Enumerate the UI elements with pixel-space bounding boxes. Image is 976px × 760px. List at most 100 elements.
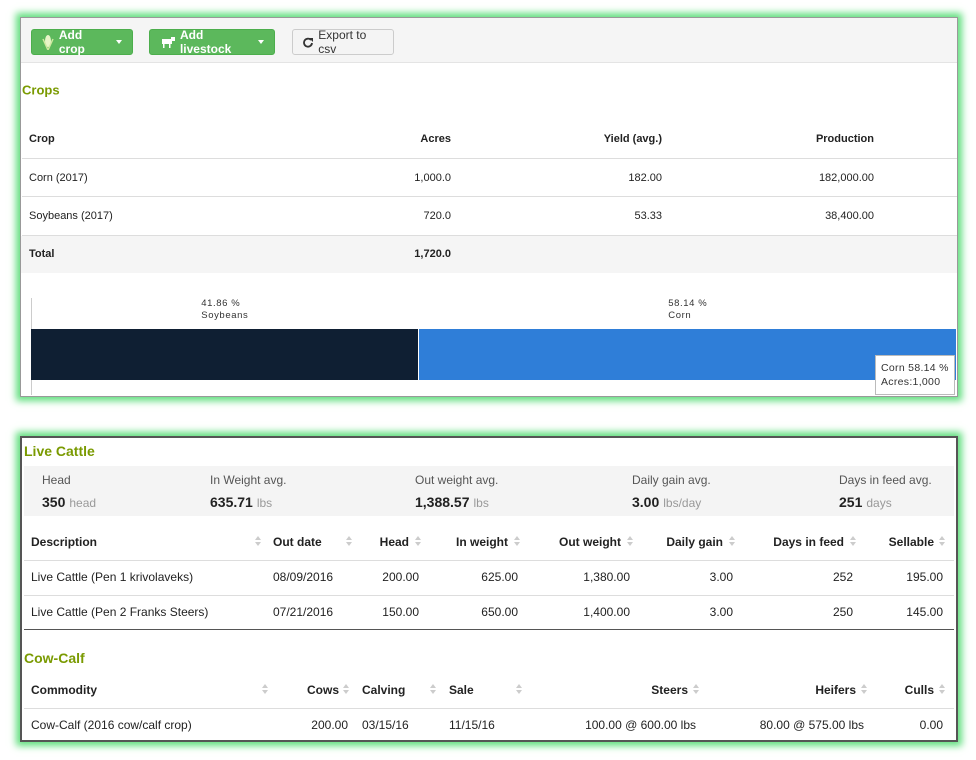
summary-unit: lbs/day xyxy=(663,496,702,510)
table-cell: 182.00 xyxy=(628,172,662,184)
table-cell: 1,000.0 xyxy=(414,172,451,184)
sort-icon xyxy=(415,536,421,548)
table-cell: 200.00 xyxy=(382,570,419,584)
sort-icon xyxy=(346,536,352,548)
column-header: In weight xyxy=(456,535,508,549)
summary-label: Out weight avg. xyxy=(415,473,499,487)
sort-icon xyxy=(729,536,735,548)
segment-name: Corn xyxy=(668,310,692,321)
summary-value: 251 days xyxy=(839,494,892,510)
table-cell: 80.00 @ 575.00 lbs xyxy=(759,718,864,732)
table-cell: 182,000.00 xyxy=(818,172,874,184)
segment-name: Soybeans xyxy=(201,310,249,321)
section-title: Live Cattle xyxy=(24,443,95,459)
corn-icon xyxy=(42,35,54,50)
row-divider xyxy=(22,196,957,197)
column-header: Out date xyxy=(273,535,322,549)
table-cell: 07/21/2016 xyxy=(273,605,334,619)
button-label: Add livestock xyxy=(179,28,232,56)
column-header: Sellable xyxy=(888,535,934,549)
table-cell: 720.0 xyxy=(423,210,451,222)
table-cell: 195.00 xyxy=(906,570,943,584)
summary-label: Days in feed avg. xyxy=(839,473,932,487)
cow-icon xyxy=(162,37,175,48)
sort-icon xyxy=(516,684,522,696)
section-title: Crops xyxy=(22,82,60,98)
tooltip-title: Corn 58.14 % xyxy=(881,362,949,374)
row-divider xyxy=(24,595,954,596)
column-header: Out weight xyxy=(559,535,621,549)
table-cell: 08/09/2016 xyxy=(273,570,334,584)
summary-label: Daily gain avg. xyxy=(632,473,711,487)
total-cell: Total xyxy=(29,248,55,260)
column-header: Crop xyxy=(29,133,55,145)
table-cell: 3.00 xyxy=(709,570,733,584)
bar-segment xyxy=(31,329,419,380)
table-cell: 100.00 @ 600.00 lbs xyxy=(585,718,696,732)
sort-icon xyxy=(514,536,520,548)
segment-label: 58.14 % Corn xyxy=(668,298,707,322)
summary-unit: lbs xyxy=(473,496,489,510)
summary-number: 251 xyxy=(839,494,863,510)
summary-unit: lbs xyxy=(256,496,273,510)
column-header: Description xyxy=(31,535,98,549)
summary-band xyxy=(24,466,954,516)
sort-icon xyxy=(939,684,945,696)
row-divider xyxy=(24,560,954,561)
summary-value: 350 head xyxy=(42,494,96,510)
table-cell: 650.00 xyxy=(481,605,518,619)
add-crop-button[interactable]: Add crop xyxy=(31,28,133,56)
segment-percent: 41.86 % xyxy=(201,298,241,309)
sort-icon xyxy=(693,684,699,696)
column-header: Daily gain xyxy=(666,535,723,549)
summary-label: In Weight avg. xyxy=(210,473,287,487)
column-header: Sale xyxy=(449,683,474,697)
total-row-bg xyxy=(21,236,957,273)
table-cell: 03/15/16 xyxy=(362,718,409,732)
segment-label: 41.86 % Soybeans xyxy=(201,298,248,322)
table-cell: 0.00 xyxy=(919,718,943,732)
export-icon xyxy=(303,37,313,48)
sort-icon xyxy=(939,536,945,548)
row-divider xyxy=(22,235,957,236)
sort-icon xyxy=(255,536,261,548)
row-divider xyxy=(24,708,954,709)
column-header: Head xyxy=(379,535,409,549)
export-button[interactable]: Export to csv xyxy=(292,28,394,56)
summary-unit: head xyxy=(69,496,97,510)
column-header: Culls xyxy=(904,683,934,697)
summary-value: 3.00 lbs/day xyxy=(632,494,701,510)
column-header: Production xyxy=(815,133,874,145)
add-livestock-button[interactable]: Add livestock xyxy=(149,28,275,56)
total-cell: 1,720.0 xyxy=(414,248,451,260)
table-cell: 252 xyxy=(832,570,853,584)
table-cell: 11/15/16 xyxy=(449,718,495,732)
table-cell: 145.00 xyxy=(906,605,943,619)
table-cell: 53.33 xyxy=(634,210,662,222)
column-header: Acres xyxy=(420,133,451,145)
button-label: Add crop xyxy=(58,28,85,56)
sort-icon xyxy=(430,684,436,696)
button-label: Export to csv xyxy=(318,28,367,56)
column-header: Steers xyxy=(651,683,688,697)
row-divider xyxy=(24,629,954,630)
section-title: Cow-Calf xyxy=(24,650,85,666)
summary-label: Head xyxy=(42,473,71,487)
summary-value: 635.71 lbs xyxy=(210,494,272,510)
bar-segment xyxy=(418,329,957,380)
table-cell: 38,400.00 xyxy=(825,210,874,222)
sort-icon xyxy=(262,684,268,696)
summary-number: 3.00 xyxy=(632,494,660,510)
table-cell: 250 xyxy=(832,605,853,619)
column-header: Calving xyxy=(362,683,406,697)
table-cell: Live Cattle (Pen 2 Franks Steers) xyxy=(31,605,209,619)
table-cell: 150.00 xyxy=(382,605,419,619)
table-cell: Cow-Calf (2016 cow/calf crop) xyxy=(31,718,192,732)
summary-number: 635.71 xyxy=(210,494,253,510)
tooltip: Corn 58.14 % Acres:1,000 xyxy=(875,355,955,395)
table-cell: 1,380.00 xyxy=(583,570,630,584)
table-cell: Corn (2017) xyxy=(29,172,88,184)
segment-percent: 58.14 % xyxy=(668,298,708,309)
sort-icon xyxy=(627,536,633,548)
